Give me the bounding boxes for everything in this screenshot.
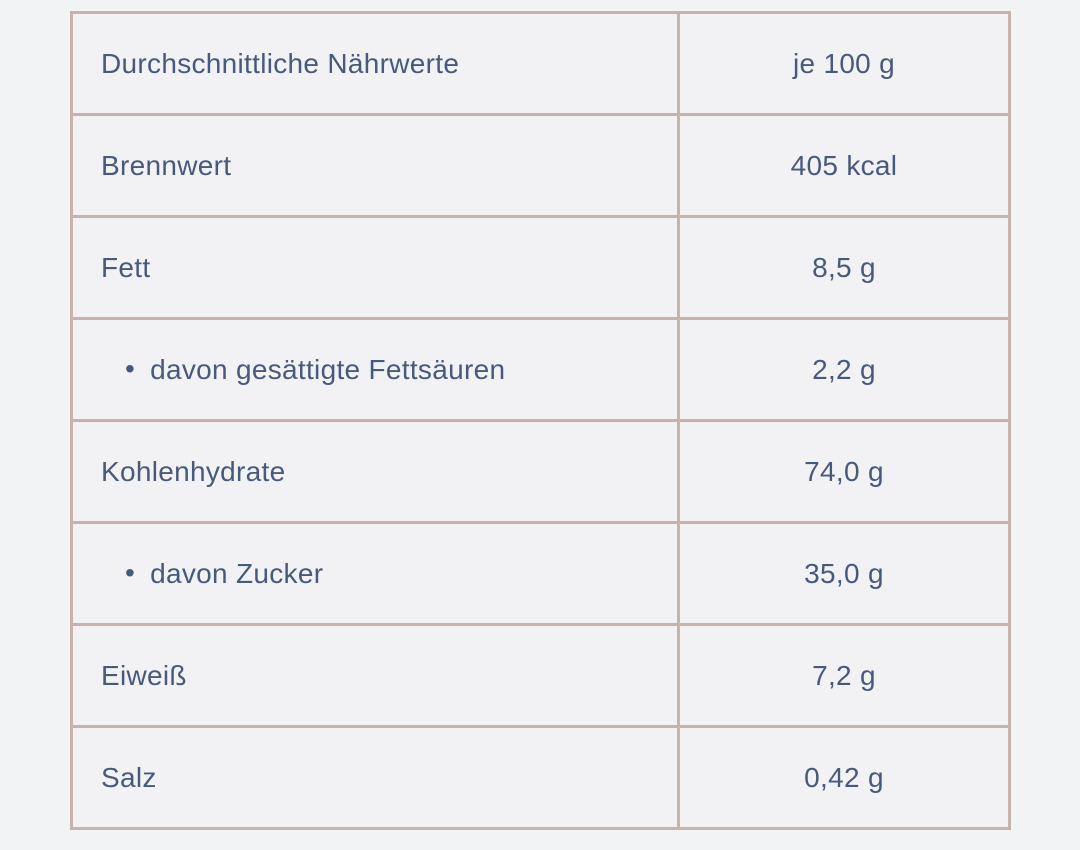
table-row-zucker: • davon Zucker 35,0 g <box>70 521 1011 626</box>
row-label: Kohlenhydrate <box>70 419 680 524</box>
bullet-icon: • <box>125 352 136 384</box>
table-row-kohlenhydrate: Kohlenhydrate 74,0 g <box>70 419 1011 524</box>
row-label: Fett <box>70 215 680 320</box>
row-value: 2,2 g <box>677 317 1011 422</box>
nutrition-table-container: Durchschnittliche Nährwerte je 100 g Bre… <box>70 11 1011 830</box>
nutrition-header-label: Durchschnittliche Nährwerte <box>70 11 680 116</box>
nutrition-table: Durchschnittliche Nährwerte je 100 g Bre… <box>70 11 1011 830</box>
table-row-fett: Fett 8,5 g <box>70 215 1011 320</box>
row-value: 405 kcal <box>677 113 1011 218</box>
row-label: Brennwert <box>70 113 680 218</box>
row-label: Salz <box>70 725 680 830</box>
bullet-icon: • <box>125 556 136 588</box>
row-value: 0,42 g <box>677 725 1011 830</box>
nutrition-header-value: je 100 g <box>677 11 1011 116</box>
row-label-indented: • davon gesättigte Fettsäuren <box>70 317 680 422</box>
table-row-gesaettigte-fettsaeuren: • davon gesättigte Fettsäuren 2,2 g <box>70 317 1011 422</box>
table-row-eiweiss: Eiweiß 7,2 g <box>70 623 1011 728</box>
row-label: davon gesättigte Fettsäuren <box>150 353 506 385</box>
row-value: 35,0 g <box>677 521 1011 626</box>
row-value: 8,5 g <box>677 215 1011 320</box>
row-value: 74,0 g <box>677 419 1011 524</box>
row-value: 7,2 g <box>677 623 1011 728</box>
table-row-header: Durchschnittliche Nährwerte je 100 g <box>70 11 1011 116</box>
row-label: davon Zucker <box>150 557 324 589</box>
row-label: Eiweiß <box>70 623 680 728</box>
table-row-brennwert: Brennwert 405 kcal <box>70 113 1011 218</box>
table-row-salz: Salz 0,42 g <box>70 725 1011 830</box>
row-label-indented: • davon Zucker <box>70 521 680 626</box>
